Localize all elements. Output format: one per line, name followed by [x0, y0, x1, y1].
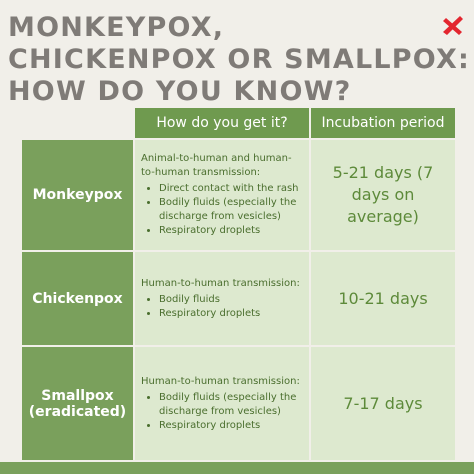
title-line: HOW DO YOU KNOW?	[8, 76, 352, 107]
route-list: Bodily fluidsRespiratory droplets	[141, 293, 260, 321]
footer-strip	[0, 462, 474, 474]
transmission-cell: Human-to-human transmission: Bodily fluid…	[135, 252, 309, 345]
title-line: MONKEYPOX,	[8, 12, 225, 43]
column-header: Incubation period	[311, 108, 455, 138]
logo	[443, 16, 463, 35]
transmission-cell: Human-to-human transmission: Bodily fluid…	[135, 347, 309, 460]
route-list: Bodily fluids (especially the discharge …	[141, 391, 303, 433]
route-item: Respiratory droplets	[159, 307, 260, 321]
route-item: Respiratory droplets	[159, 224, 303, 238]
row-name: Chickenpox	[22, 252, 133, 345]
route-item: Bodily fluids (especially the discharge …	[159, 391, 303, 419]
incubation-period: 7-17 days	[311, 347, 455, 460]
incubation-period: 5-21 days (7 days on average)	[311, 140, 455, 250]
transmission-text: Animal-to-human and human-to-human trans…	[141, 153, 292, 178]
route-item: Direct contact with the rash	[159, 182, 303, 196]
route-item: Respiratory droplets	[159, 419, 303, 433]
route-item: Bodily fluids (especially the discharge …	[159, 196, 303, 224]
transmission-text: Human-to-human transmission:	[141, 375, 300, 387]
incubation-period: 10-21 days	[311, 252, 455, 345]
row-name: Monkeypox	[22, 140, 133, 250]
title-line: CHICKENPOX OR SMALLPOX:	[8, 44, 470, 75]
route-list: Direct contact with the rashBodily fluid…	[141, 182, 303, 238]
row-name: Smallpox (eradicated)	[22, 347, 133, 460]
column-header: How do you get it?	[135, 108, 309, 138]
route-item: Bodily fluids	[159, 293, 260, 307]
transmission-text: Human-to-human transmission:	[141, 277, 300, 289]
transmission-cell: Animal-to-human and human-to-human trans…	[135, 140, 309, 250]
